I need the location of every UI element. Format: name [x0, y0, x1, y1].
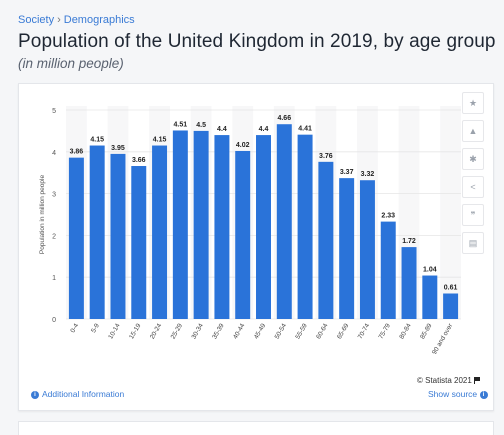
bar[interactable] [339, 178, 355, 319]
bar[interactable] [68, 157, 84, 319]
breadcrumb-society[interactable]: Society [18, 14, 55, 26]
y-tick-label: 3 [52, 192, 56, 199]
data-label: 4.5 [196, 122, 206, 129]
data-label: 4.66 [277, 115, 291, 122]
data-label: 4.15 [90, 137, 104, 144]
bar[interactable] [193, 130, 209, 319]
star-icon[interactable]: ★ [462, 92, 484, 114]
x-tick-label: 35-39 [211, 322, 226, 340]
x-tick-label: 5-9 [90, 322, 101, 334]
breadcrumb-demographics[interactable]: Demographics [63, 14, 135, 26]
bar[interactable] [152, 145, 168, 319]
copyright: © Statista 2021 [417, 376, 481, 385]
bar[interactable] [443, 293, 459, 319]
gear-icon[interactable]: ✱ [462, 148, 484, 170]
share-icon[interactable]: < [462, 176, 484, 198]
x-tick-label: 75-79 [378, 322, 393, 340]
page-subtitle: (in million people) [18, 56, 124, 71]
bar[interactable] [235, 150, 251, 319]
bar[interactable] [172, 130, 188, 319]
data-label: 1.72 [402, 238, 416, 245]
x-tick-label: 25-29 [170, 322, 185, 340]
x-tick-label: 80-84 [398, 322, 413, 340]
y-axis-label: Population in million people [39, 175, 46, 255]
copyright-text: © Statista 2021 [417, 376, 472, 385]
chart-card: 0 1 2 3 4 5 Population in million people 3.86 0-… [18, 83, 494, 411]
x-tick-label: 90 and over [431, 322, 455, 356]
quote-icon[interactable]: ❞ [462, 204, 484, 226]
x-tick-label: 40-44 [232, 322, 247, 340]
x-tick-label: 0-4 [69, 322, 80, 334]
bar[interactable] [256, 135, 271, 319]
flag-icon[interactable] [473, 377, 481, 384]
x-tick-label: 50-54 [274, 322, 289, 340]
show-source-link[interactable]: Show source i [428, 389, 491, 399]
data-label: 4.4 [259, 126, 269, 133]
data-label: 1.04 [423, 267, 437, 274]
info-icon: i [479, 390, 488, 399]
data-label: 2.33 [381, 213, 395, 220]
bar[interactable] [422, 275, 438, 319]
show-source-label: Show source [428, 389, 478, 399]
additional-information-link[interactable]: i Additional Information [31, 389, 124, 399]
column-band [440, 106, 461, 319]
x-tick-label: 10-14 [107, 322, 122, 340]
print-icon[interactable]: ▤ [462, 232, 484, 254]
bar[interactable] [131, 166, 147, 319]
data-label: 3.32 [361, 171, 375, 178]
data-label: 3.66 [132, 157, 146, 164]
x-tick-label: 85-89 [419, 322, 434, 340]
x-tick-label: 55-59 [294, 322, 309, 340]
y-tick-label: 4 [52, 150, 56, 157]
bar[interactable] [318, 161, 334, 319]
bar[interactable] [89, 145, 105, 319]
data-label: 3.76 [319, 153, 333, 160]
breadcrumb-separator: › [57, 14, 61, 26]
additional-information-label: Additional Information [42, 389, 125, 399]
bar-chart: 0 1 2 3 4 5 Population in million people 3.86 0-… [39, 106, 461, 356]
data-label: 3.37 [340, 169, 354, 176]
bar[interactable] [401, 247, 417, 319]
bell-icon[interactable]: ▲ [462, 120, 484, 142]
y-tick-label: 5 [52, 108, 56, 115]
data-label: 4.51 [174, 121, 188, 128]
data-label: 4.15 [153, 137, 167, 144]
x-tick-label: 60-64 [315, 322, 330, 340]
bar[interactable] [380, 221, 396, 319]
chart-toolbar: ★ ▲ ✱ < ❞ ▤ [462, 92, 484, 260]
y-tick-label: 2 [52, 233, 56, 240]
data-label: 4.02 [236, 142, 250, 149]
bar[interactable] [359, 180, 375, 319]
bar[interactable] [110, 153, 126, 319]
info-icon: i [31, 390, 39, 399]
next-card [18, 421, 494, 435]
x-tick-label: 70-74 [357, 322, 372, 340]
page-title: Population of the United Kingdom in 2019… [18, 31, 496, 52]
bar[interactable] [297, 134, 313, 319]
data-label: 3.95 [111, 145, 125, 152]
x-tick-label: 45-49 [253, 322, 268, 340]
data-label: 0.61 [444, 285, 458, 292]
data-label: 3.86 [70, 149, 84, 156]
x-tick-label: 20-24 [149, 322, 164, 340]
data-label: 4.4 [217, 126, 227, 133]
breadcrumb: Society › Demographics [18, 14, 135, 26]
data-label: 4.41 [298, 126, 312, 133]
x-tick-label: 15-19 [128, 322, 143, 340]
y-tick-label: 0 [52, 317, 56, 324]
x-tick-label: 30-34 [190, 322, 205, 340]
bar[interactable] [214, 135, 230, 319]
bar[interactable] [276, 124, 292, 319]
y-tick-label: 1 [52, 275, 56, 282]
x-tick-label: 65-69 [336, 322, 351, 340]
